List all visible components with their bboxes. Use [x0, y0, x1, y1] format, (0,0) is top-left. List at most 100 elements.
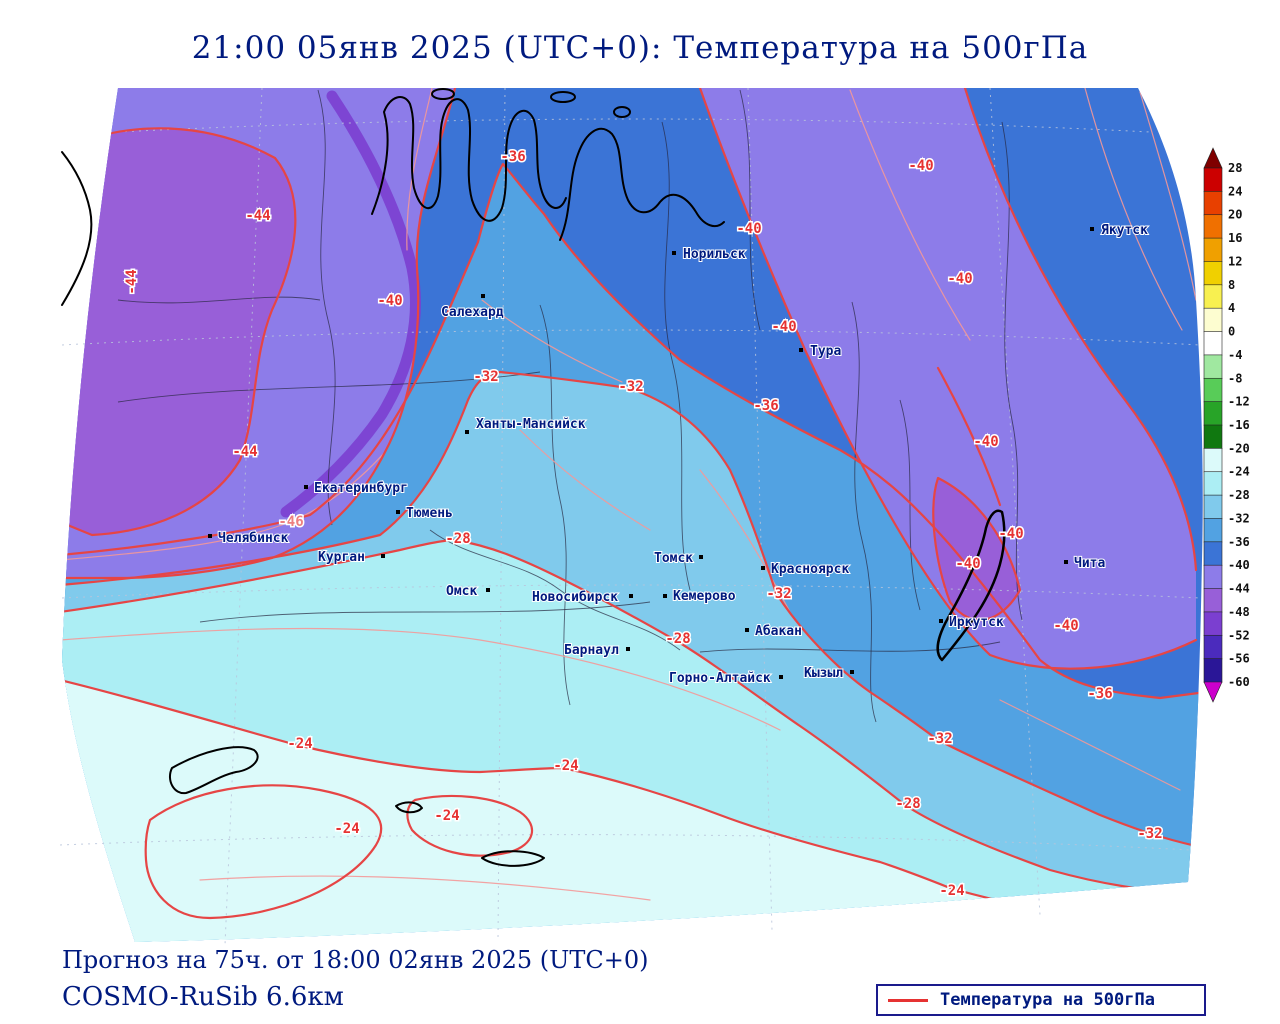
- contour-value-label: -40: [998, 526, 1023, 542]
- lake-baikal: [936, 509, 1006, 662]
- contour-value-label: -28: [665, 631, 690, 647]
- contour-value-label: -24: [434, 808, 459, 824]
- colorbar-cell: [1203, 377, 1223, 403]
- colorbar-tick-label: -8: [1228, 371, 1242, 385]
- colorbar-cell: [1203, 307, 1223, 333]
- city-marker: [1064, 560, 1068, 564]
- contour-minus40-inner: [936, 366, 1002, 507]
- contour-value-label: -36: [500, 149, 525, 165]
- lake-small: [395, 801, 423, 814]
- city-label: Якутск: [1101, 223, 1148, 238]
- city-label: Тюмень: [406, 506, 453, 521]
- band-minus44-baikal-core: [933, 478, 1020, 620]
- contour-value-label: -40: [973, 434, 998, 450]
- contour-value-label: -28: [445, 531, 470, 547]
- contour-value-label: -24: [287, 736, 312, 752]
- city-marker: [396, 510, 400, 514]
- lake-issyk-kul: [481, 850, 545, 867]
- contour-value-label: -40: [736, 221, 761, 237]
- contour-value-label: -40: [908, 158, 933, 174]
- contour-value-label: -44: [245, 208, 270, 224]
- city-marker: [799, 348, 803, 352]
- city-label: Барнаул: [564, 643, 619, 658]
- contour-minus24-closed-west: [144, 784, 383, 920]
- colorbar-cell: [1203, 471, 1223, 496]
- admin-border: [117, 296, 321, 304]
- city-label: Новосибирск: [532, 590, 618, 605]
- contour-value-label: -44: [232, 444, 257, 460]
- colorbar-tick-label: 24: [1228, 184, 1242, 198]
- contour-value-label: -32: [927, 731, 952, 747]
- contour-value-label: -36: [1087, 686, 1112, 702]
- band-minus20: [62, 680, 1080, 942]
- band-minus40-east: [700, 88, 1196, 669]
- colorbar-tick-label: -56: [1228, 652, 1250, 666]
- city-marker: [629, 594, 633, 598]
- colorbar-cell: [1203, 634, 1223, 660]
- city-label: Чита: [1074, 556, 1105, 571]
- colorbar-cell: [1203, 424, 1223, 450]
- colorbar-cell: [1203, 611, 1223, 636]
- city-marker: [486, 588, 490, 592]
- city-marker: [939, 619, 943, 623]
- contour-value-label: -40: [947, 271, 972, 287]
- contour-thin: [1139, 91, 1197, 301]
- city-marker: [481, 294, 485, 298]
- colorbar-cell: [1203, 448, 1223, 473]
- colorbar-tick-label: 0: [1228, 325, 1235, 339]
- contour-value-label: -24: [334, 821, 359, 837]
- colorbar: 28 24 20 16 12 8 4 0 -4 -8 -12 -16 -20 -24 -28 -32 -36 -4…: [1203, 147, 1250, 703]
- colorbar-arrow-up-icon: [1203, 147, 1223, 169]
- colorbar-cell: [1203, 354, 1223, 379]
- contour-thin: [481, 299, 623, 383]
- contour-value-label: -44: [124, 269, 140, 294]
- colorbar-arrow-down-icon: [1203, 681, 1223, 703]
- city-label: Ханты-Мансийск: [476, 417, 586, 432]
- contour-value-label: -40: [955, 556, 980, 572]
- contour-thin: [519, 429, 651, 531]
- page-title: 21:00 05янв 2025 (UTC+0): Температура на…: [191, 30, 1089, 66]
- city-label: Красноярск: [771, 562, 849, 577]
- graticule-line: [61, 329, 1201, 346]
- contour-value-label: -40: [771, 319, 796, 335]
- colorbar-cell: [1203, 401, 1223, 426]
- contour-minus40-east-left: [698, 88, 1198, 670]
- island-icon: [431, 88, 455, 100]
- contour-minus28: [62, 538, 1194, 895]
- city-layer: Якутск Норильск Салехард Тура Ханты-Мансийск…: [208, 222, 1149, 687]
- contour-minus36: [62, 162, 1203, 700]
- forecast-info: Прогноз на 75ч. от 18:00 02янв 2025 (UTC…: [62, 946, 649, 974]
- colorbar-cell: [1203, 658, 1223, 683]
- contour-thin: [699, 469, 791, 613]
- contour-value-label: -46: [278, 514, 303, 530]
- contour-value-label: -32: [766, 586, 791, 602]
- island-icon: [550, 91, 576, 103]
- colorbar-cell: [1203, 167, 1223, 193]
- contour-value-label: -36: [753, 398, 778, 414]
- colorbar-tick-label: 28: [1228, 161, 1242, 175]
- contour-value-label: -40: [377, 293, 402, 309]
- colorbar-tick-label: -48: [1228, 605, 1250, 619]
- legend-line-sample: [888, 998, 928, 1002]
- city-marker: [304, 485, 308, 489]
- colorbar-tick-label: -44: [1228, 582, 1250, 596]
- contour-value-label: -40: [1053, 618, 1078, 634]
- contour-value-label: -32: [618, 379, 643, 395]
- contour-value-label: -24: [939, 883, 964, 899]
- admin-border: [899, 399, 921, 611]
- contour-value-label: -32: [473, 369, 498, 385]
- colorbar-cell: [1203, 331, 1223, 356]
- contour-minus44-baikal: [932, 476, 1022, 621]
- colorbar-cell: [1203, 261, 1223, 286]
- city-marker: [779, 675, 783, 679]
- colorbar-cell: [1203, 494, 1223, 520]
- coastline-yenisei: [559, 127, 725, 241]
- contour-value-label: -32: [1137, 826, 1162, 842]
- city-label: Челябинск: [218, 531, 289, 546]
- colorbar-cell: [1203, 191, 1223, 216]
- colorbar-tick-label: 20: [1228, 208, 1242, 222]
- city-label: Тура: [810, 344, 841, 359]
- graticule-line: [747, 87, 773, 931]
- colorbar-tick-label: -36: [1228, 535, 1250, 549]
